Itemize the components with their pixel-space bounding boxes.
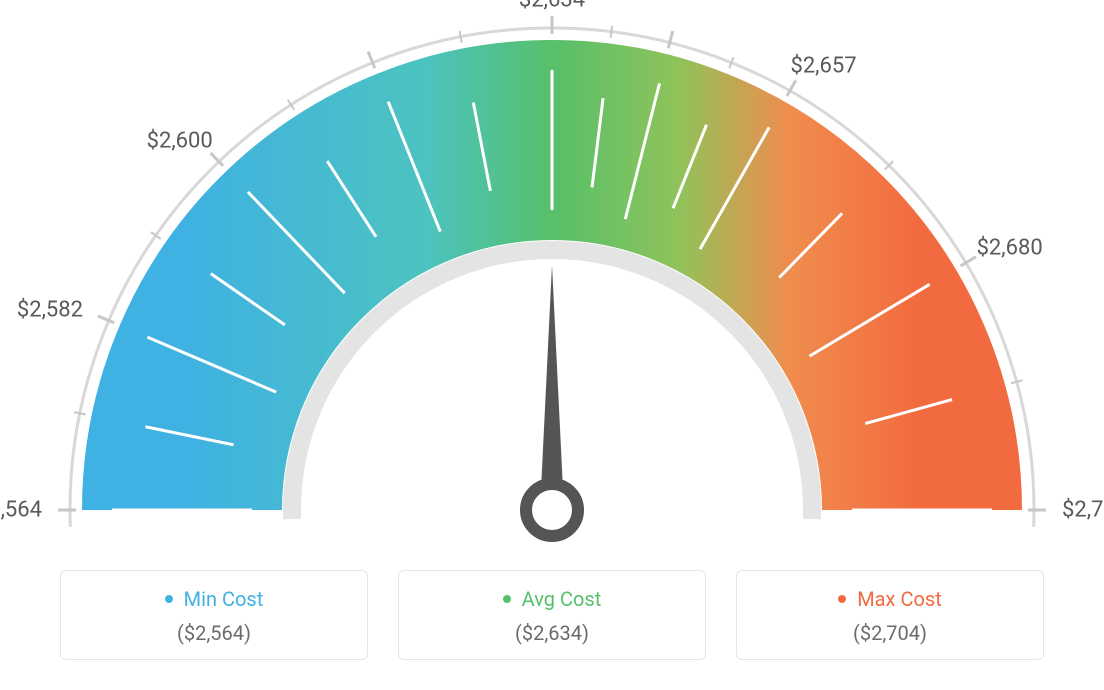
legend-value-min: ($2,564) xyxy=(71,621,357,645)
gauge-chart: $2,564 $2,582 $2,600 $2,634 $2,657 $2,680 $2,7… xyxy=(0,0,1104,560)
legend-card-max: Max Cost ($2,704) xyxy=(736,570,1044,660)
dot-icon xyxy=(503,595,511,603)
legend-title-min: Min Cost xyxy=(71,587,357,611)
gauge-tick-label: $2,600 xyxy=(147,129,213,154)
gauge-tick-label: $2,657 xyxy=(790,54,856,79)
legend-card-avg: Avg Cost ($2,634) xyxy=(398,570,706,660)
gauge-tick-label: $2,704 xyxy=(1062,498,1104,523)
legend-row: Min Cost ($2,564) Avg Cost ($2,634) Max … xyxy=(0,570,1104,660)
gauge-tick-label: $2,564 xyxy=(0,498,42,523)
gauge-tick-label: $2,634 xyxy=(519,0,585,13)
legend-title-text: Min Cost xyxy=(184,587,264,611)
legend-value-max: ($2,704) xyxy=(747,621,1033,645)
legend-card-min: Min Cost ($2,564) xyxy=(60,570,368,660)
legend-title-text: Max Cost xyxy=(857,587,942,611)
gauge-tick-label: $2,680 xyxy=(977,236,1043,261)
legend-value-avg: ($2,634) xyxy=(409,621,695,645)
legend-title-text: Avg Cost xyxy=(522,587,602,611)
legend-title-avg: Avg Cost xyxy=(409,587,695,611)
dot-icon xyxy=(838,595,846,603)
gauge-tick-label: $2,582 xyxy=(17,297,83,322)
legend-title-max: Max Cost xyxy=(747,587,1033,611)
dot-icon xyxy=(165,595,173,603)
cost-gauge-container: $2,564 $2,582 $2,600 $2,634 $2,657 $2,680 $2,7… xyxy=(0,0,1104,690)
